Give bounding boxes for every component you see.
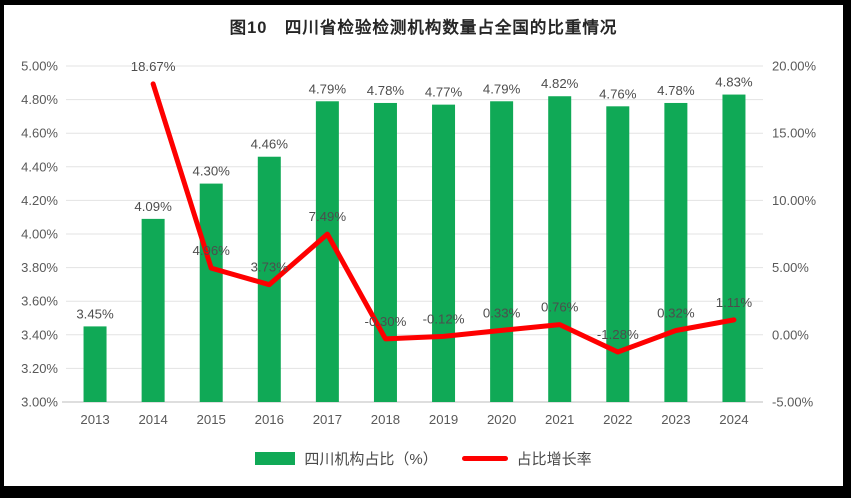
line-value-label: 4.96% (193, 243, 231, 258)
x-axis-label: 2021 (545, 412, 574, 427)
bar-2018 (373, 102, 397, 403)
y-axis-tick-label-right: 20.00% (772, 59, 817, 74)
bar-2016 (257, 156, 281, 402)
line-value-label: -0.12% (423, 311, 465, 326)
bar-value-label: 4.76% (599, 86, 637, 101)
legend-bar-swatch-icon (255, 451, 296, 465)
x-axis-label: 2023 (661, 412, 690, 427)
left-axis-group: 5.00% 4.80% 4.60% 4.40% 4.20% 4.00% 3.80% 3.60%… (21, 59, 58, 410)
bar-2021 (548, 96, 572, 403)
bar-2017 (315, 101, 339, 402)
y-axis-tick-label-left: 3.40% (21, 327, 58, 342)
y-axis-tick-label-left: 3.60% (21, 294, 58, 309)
line-value-label: 7.49% (309, 209, 347, 224)
gridlines-group (66, 65, 763, 369)
bar-series-group (83, 94, 746, 403)
line-value-label: 0.33% (483, 305, 521, 320)
y-axis-tick-label-right: 5.00% (772, 260, 809, 275)
legend: 四川机构占比（%） 占比增长率 (4, 446, 843, 470)
line-value-label: 0.32% (657, 305, 695, 320)
bar-2013 (83, 326, 107, 402)
legend-bar-series-label: 四川机构占比（%） (304, 450, 438, 468)
line-labels-group: 18.67% 4.96% 3.73% 7.49% -0.30% -0.12% 0.33% 0.… (131, 59, 753, 342)
y-axis-tick-label-left: 3.00% (21, 395, 58, 410)
x-axis-label: 2024 (719, 412, 748, 427)
y-axis-tick-label-right: 15.00% (772, 126, 817, 141)
bar-value-label: 4.83% (715, 75, 753, 90)
y-axis-tick-label-right: 10.00% (772, 193, 817, 208)
bar-value-label: 3.45% (76, 306, 114, 321)
y-axis-tick-label-left: 4.80% (21, 92, 58, 107)
bar-2023 (664, 102, 688, 403)
x-axis-label: 2013 (80, 412, 109, 427)
bar-value-label: 4.79% (309, 81, 347, 96)
line-value-label: -1.28% (597, 327, 639, 342)
bar-2020 (490, 101, 514, 402)
chart-title: 图10 四川省检验检测机构数量占全国的比重情况 (229, 19, 618, 37)
bar-value-label: 4.77% (425, 85, 463, 100)
bar-2015 (199, 183, 223, 402)
y-axis-tick-label-left: 4.60% (21, 126, 58, 141)
y-axis-tick-label-left: 3.20% (21, 361, 58, 376)
right-axis-group: 20.00% 15.00% 10.00% 5.00% 0.00% -5.00% (772, 59, 817, 410)
bar-value-label: 4.82% (541, 76, 579, 91)
bar-value-label: 4.30% (193, 164, 231, 179)
x-axis-label: 2022 (603, 412, 632, 427)
line-value-label: -0.30% (365, 314, 407, 329)
bar-value-label: 4.78% (657, 83, 695, 98)
y-axis-tick-label-right: -5.00% (772, 395, 814, 410)
y-axis-tick-label-left: 4.00% (21, 227, 58, 242)
x-axis-label: 2019 (429, 412, 458, 427)
x-axis-label: 2014 (138, 412, 167, 427)
line-value-label: 0.76% (541, 300, 579, 315)
bar-2022 (606, 106, 630, 402)
y-axis-tick-label-left: 4.40% (21, 159, 58, 174)
y-axis-tick-label-left: 3.80% (21, 260, 58, 275)
legend-item-bar-series: 四川机构占比（%） (255, 448, 438, 469)
bar-value-label: 4.46% (251, 137, 289, 152)
bar-value-label: 4.78% (367, 83, 405, 98)
x-axis-label: 2018 (371, 412, 400, 427)
y-axis-tick-label-left: 5.00% (21, 59, 58, 74)
x-axis-label: 2015 (197, 412, 226, 427)
bar-labels-group: 3.45% 4.09% 4.30% 4.46% 4.79% 4.78% 4.77% 4.79%… (76, 75, 753, 322)
legend-item-line-series: 占比增长率 (461, 448, 592, 469)
bar-2014 (141, 218, 165, 402)
line-value-label: 3.73% (251, 260, 289, 275)
legend-line-swatch-icon (461, 455, 508, 461)
chart-canvas: 3.45% 4.09% 4.30% 4.46% 4.79% 4.78% 4.77% 4.79%… (21, 59, 817, 428)
x-axis-group: 2013 2014 2015 2016 2017 2018 2019 2020 2021 2022… (80, 412, 748, 427)
bar-2024 (722, 94, 746, 402)
line-value-label: 1.11% (716, 295, 753, 310)
line-value-label: 18.67% (131, 59, 176, 74)
bar-value-label: 4.79% (483, 81, 521, 96)
bar-2019 (432, 104, 456, 402)
y-axis-tick-label-left: 4.20% (21, 193, 58, 208)
x-axis-label: 2020 (487, 412, 516, 427)
x-axis-label: 2017 (313, 412, 342, 427)
y-axis-tick-label-right: 0.00% (772, 327, 809, 342)
legend-line-series-label: 占比增长率 (516, 450, 592, 468)
growth-rate-line (150, 81, 737, 355)
x-axis-label: 2016 (255, 412, 284, 427)
bar-value-label: 4.09% (134, 199, 172, 214)
